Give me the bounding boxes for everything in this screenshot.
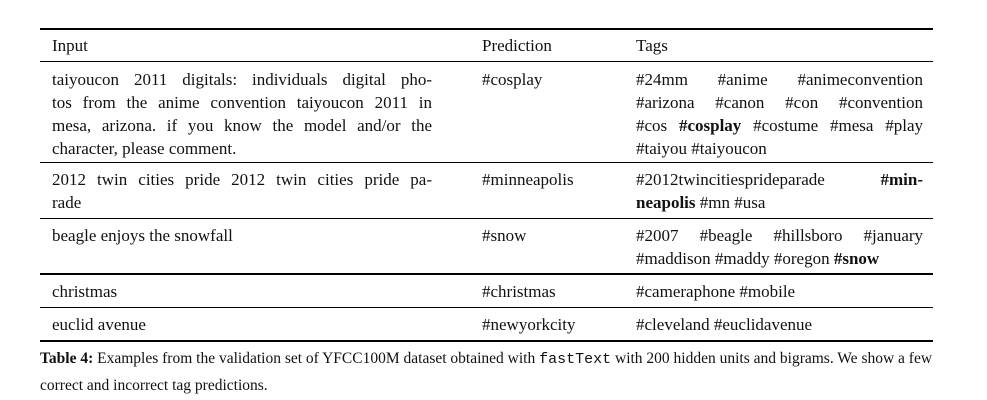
tag: #oregon	[773, 249, 830, 268]
tags-line: #cos #cosplay #costume #mesa #play	[636, 114, 923, 137]
tag: #animeconvention	[797, 70, 924, 89]
table-top-rule	[40, 28, 933, 30]
cell-input: christmas	[52, 280, 432, 303]
tags-line: #taiyou #taiyoucon	[636, 137, 923, 160]
tag: #maddison	[636, 249, 711, 268]
cell-tags: #cameraphone #mobile	[636, 280, 923, 303]
tag: #24mm	[636, 70, 688, 89]
input-line: tos from the anime convention taiyoucon …	[52, 93, 432, 112]
input-line: character, please comment.	[52, 139, 237, 158]
row-divider	[40, 218, 933, 219]
table-bottom-rule	[40, 340, 933, 342]
input-line: taiyoucon 2011 digitals: individuals dig…	[52, 70, 432, 89]
table-caption: Table 4: Examples from the validation se…	[40, 346, 935, 399]
tags-line: #cameraphone #mobile	[636, 280, 923, 303]
tags-line: #2007 #beagle #hillsboro #january	[636, 224, 923, 247]
header-rule	[40, 61, 933, 62]
tag: #cleveland	[636, 315, 710, 334]
header-prediction: Prediction	[482, 36, 552, 55]
cell-tags: #24mm #anime #animeconvention #arizona #c…	[636, 68, 923, 160]
tags-line: #cleveland #euclidavenue	[636, 313, 923, 336]
tags-line: #2012twincitiesprideparade #min-	[636, 168, 923, 191]
input-line: 2012 twin cities pride 2012 twin cities …	[52, 170, 432, 189]
cell-input: beagle enjoys the snowfall	[52, 224, 432, 247]
cell-input: 2012 twin cities pride 2012 twin cities …	[52, 168, 432, 214]
tag: #convention	[838, 93, 924, 112]
tag: #mn	[699, 193, 731, 212]
tag-correct: #min-	[880, 170, 924, 189]
tag: #play	[885, 116, 924, 135]
tags-line: #24mm #anime #animeconvention	[636, 68, 923, 91]
caption-code: fastText	[539, 351, 612, 368]
cell-input: euclid avenue	[52, 313, 432, 336]
tag: #taiyou	[636, 139, 687, 158]
tag: #mesa	[830, 116, 874, 135]
row-divider	[40, 307, 933, 308]
input-line: christmas	[52, 282, 118, 301]
tag: #mobile	[739, 282, 796, 301]
tag: #cameraphone	[636, 282, 736, 301]
cell-input: taiyoucon 2011 digitals: individuals dig…	[52, 68, 432, 160]
tags-line: neapolis #mn #usa	[636, 191, 923, 214]
tag: #usa	[734, 193, 766, 212]
tag: #con	[785, 93, 819, 112]
group-divider-rule	[40, 273, 933, 275]
tag: #2007	[636, 226, 679, 245]
cell-tags: #cleveland #euclidavenue	[636, 313, 923, 336]
cell-prediction: #snow	[482, 226, 527, 245]
tag: #euclidavenue	[713, 315, 813, 334]
tag: #canon	[715, 93, 765, 112]
tag-correct: neapolis	[636, 193, 696, 212]
tag: #anime	[717, 70, 768, 89]
input-line: rade	[52, 193, 82, 212]
caption-label: Table 4:	[40, 350, 94, 367]
cell-prediction: #minneapolis	[482, 170, 574, 189]
caption-text-before: Examples from the validation set of YFCC…	[93, 350, 540, 367]
tag: #costume	[753, 116, 819, 135]
tags-line: #maddison #maddy #oregon #snow	[636, 247, 923, 270]
tag: #january	[863, 226, 924, 245]
tag-correct: #cosplay	[678, 116, 742, 135]
tag: #2012twincitiesprideparade	[636, 170, 825, 189]
input-line: mesa, arizona. if you know the model and…	[52, 116, 432, 135]
cell-prediction: #christmas	[482, 282, 556, 301]
cell-prediction: #newyorkcity	[482, 315, 576, 334]
cell-tags: #2007 #beagle #hillsboro #january #maddis…	[636, 224, 923, 270]
tag: #hillsboro	[773, 226, 843, 245]
caption-text-after: with 200 hidden units and bigrams. We sh…	[40, 350, 933, 394]
tag: #cos	[636, 116, 668, 135]
header-tags: Tags	[636, 36, 668, 55]
tag: #maddy	[714, 249, 770, 268]
input-line: beagle enjoys the snowfall	[52, 226, 233, 245]
cell-tags: #2012twincitiesprideparade #min-neapolis…	[636, 168, 923, 214]
header-input: Input	[52, 36, 88, 55]
tag: #taiyoucon	[691, 139, 767, 158]
cell-prediction: #cosplay	[482, 70, 543, 89]
tag: #beagle	[699, 226, 753, 245]
row-divider	[40, 162, 933, 163]
tag-correct: #snow	[833, 249, 880, 268]
input-line: euclid avenue	[52, 315, 146, 334]
tags-line: #arizona #canon #con #convention	[636, 91, 923, 114]
tag: #arizona	[636, 93, 695, 112]
